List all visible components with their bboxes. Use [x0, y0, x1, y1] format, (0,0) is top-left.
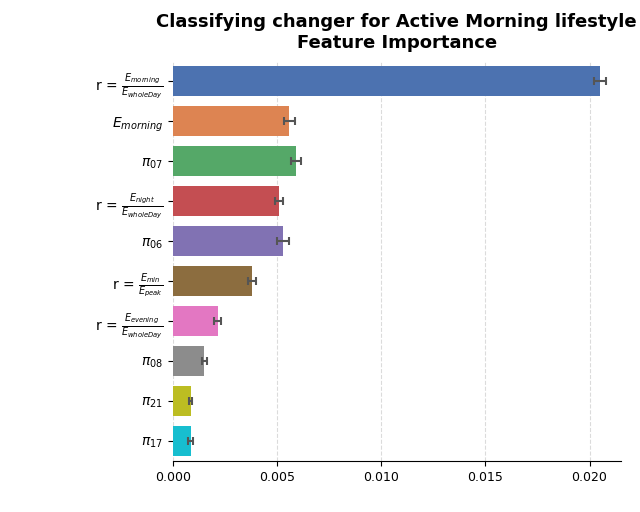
Bar: [173, 426, 191, 456]
Bar: [173, 386, 191, 416]
Title: Classifying changer for Active Morning lifestyle
Feature Importance: Classifying changer for Active Morning l…: [157, 13, 637, 52]
Bar: [173, 106, 289, 136]
Bar: [173, 306, 218, 336]
Bar: [173, 226, 284, 256]
Bar: [173, 346, 204, 376]
Bar: [173, 266, 252, 296]
Bar: [173, 186, 279, 216]
Bar: [173, 146, 296, 176]
Bar: [173, 67, 600, 96]
